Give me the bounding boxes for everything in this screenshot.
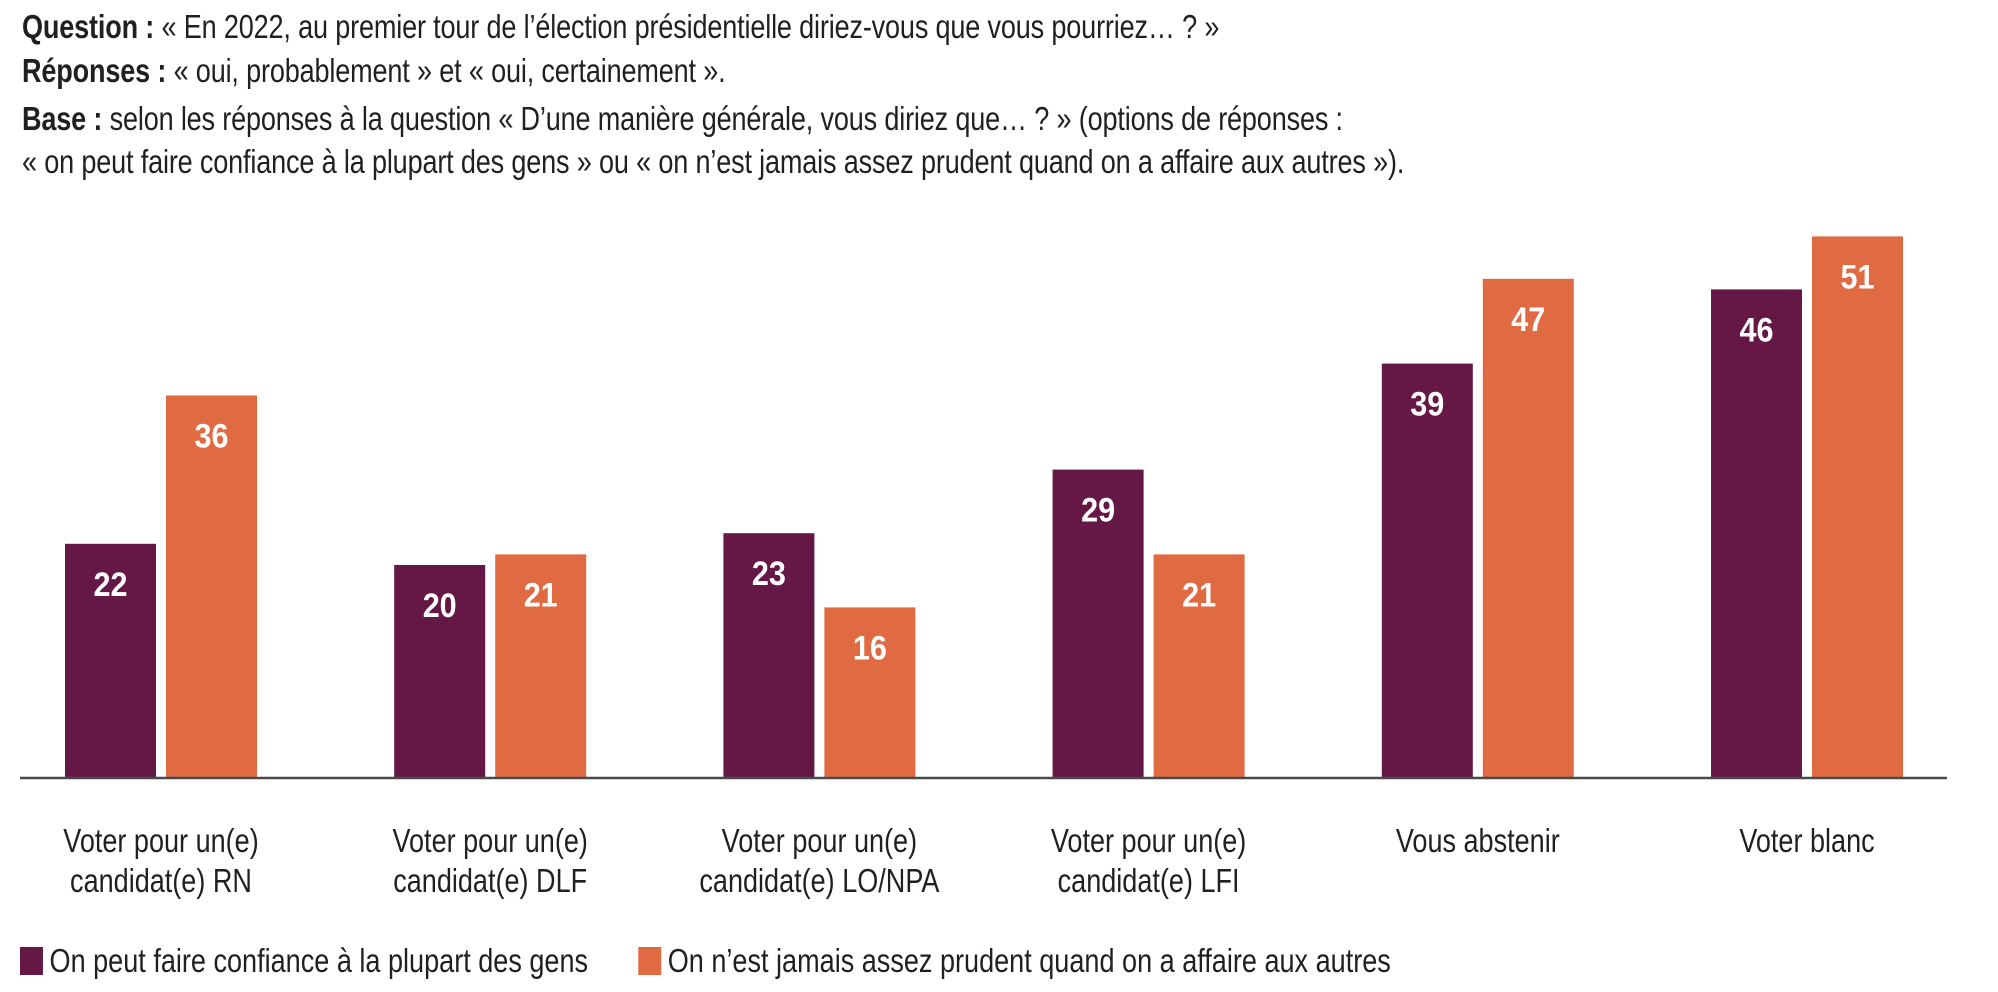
x-tick-label-1-line-0: Voter pour un(e)	[392, 824, 587, 860]
legend-label-prudent: On n’est jamais assez prudent quand on a…	[667, 942, 1391, 979]
x-tick-label-2-line-1: candidat(e) LO/NPA	[699, 864, 940, 900]
bar-trust-1	[394, 565, 486, 777]
bars-layer: 22 36 20 21 23 16 29 21 39 47 46 51	[65, 236, 1903, 777]
bar-trust-4	[1381, 363, 1473, 777]
x-tick-label-5-line-0: Voter blanc	[1739, 824, 1874, 860]
legend: On peut faire confiance à la plupart des…	[20, 942, 1433, 982]
x-tick-label-3-line-1: candidat(e) LFI	[1058, 864, 1240, 900]
legend-label-trust: On peut faire confiance à la plupart des…	[49, 942, 589, 979]
data-label-prudent-5: 51	[1841, 258, 1875, 296]
base-label: Base :	[22, 100, 103, 137]
bar-prudent-3	[1153, 554, 1245, 777]
data-label-prudent-4: 47	[1511, 301, 1545, 339]
data-label-prudent-1: 21	[524, 576, 558, 614]
base-line-1: Base : selon les réponses à la question …	[22, 100, 1343, 138]
legend-swatch-orange	[638, 947, 662, 975]
bar-trust-3	[1052, 469, 1144, 777]
responses-text: « oui, probablement » et « oui, certaine…	[166, 52, 726, 89]
x-tick-label-1-line-1: candidat(e) DLF	[393, 864, 587, 900]
base-line-2: « on peut faire confiance à la plupart d…	[22, 143, 1404, 181]
bar-prudent-2	[824, 607, 916, 777]
bar-trust-0	[65, 543, 156, 777]
x-axis-labels: Voter pour un(e) candidat(e) RN Voter pour…	[63, 824, 1874, 900]
question-line: Question : « En 2022, au premier tour de…	[22, 8, 1219, 46]
data-label-trust-3: 29	[1081, 492, 1115, 530]
data-label-trust-4: 39	[1410, 386, 1444, 424]
legend-swatch-purple	[20, 947, 43, 975]
bar-prudent-4	[1482, 278, 1574, 777]
bar-chart: 22 36 20 21 23 16 29 21 39 47 46 51 Voter pour un(e…	[20, 236, 1947, 900]
legend-item-prudent: On n’est jamais assez prudent quand on a…	[638, 942, 1391, 980]
bar-prudent-1	[495, 554, 587, 777]
responses-line: Réponses : « oui, probablement » et « ou…	[22, 52, 726, 90]
base-text-1: selon les réponses à la question « D’une…	[102, 100, 1343, 137]
data-label-trust-5: 46	[1740, 311, 1774, 349]
responses-label: Réponses :	[22, 52, 167, 89]
x-tick-label-0-line-1: candidat(e) RN	[70, 864, 252, 900]
data-label-trust-0: 22	[94, 566, 128, 604]
question-text: « En 2022, au premier tour de l’élection…	[154, 8, 1220, 45]
bar-prudent-5	[1812, 236, 1903, 777]
x-tick-label-3-line-0: Voter pour un(e)	[1051, 824, 1246, 860]
bar-trust-2	[723, 533, 815, 777]
x-tick-label-4-line-0: Vous abstenir	[1396, 824, 1560, 860]
data-label-prudent-3: 21	[1182, 576, 1216, 614]
bar-trust-5	[1711, 289, 1802, 777]
bar-prudent-0	[166, 395, 257, 777]
data-label-trust-2: 23	[752, 555, 786, 593]
data-label-trust-1: 20	[423, 587, 457, 625]
legend-item-trust: On peut faire confiance à la plupart des…	[20, 942, 588, 980]
x-tick-label-2-line-0: Voter pour un(e)	[722, 824, 917, 860]
question-label: Question :	[22, 8, 155, 45]
x-tick-label-0-line-0: Voter pour un(e)	[63, 824, 258, 860]
data-label-prudent-2: 16	[853, 629, 887, 667]
data-label-prudent-0: 36	[195, 417, 229, 455]
base-text-2: « on peut faire confiance à la plupart d…	[22, 143, 1405, 180]
